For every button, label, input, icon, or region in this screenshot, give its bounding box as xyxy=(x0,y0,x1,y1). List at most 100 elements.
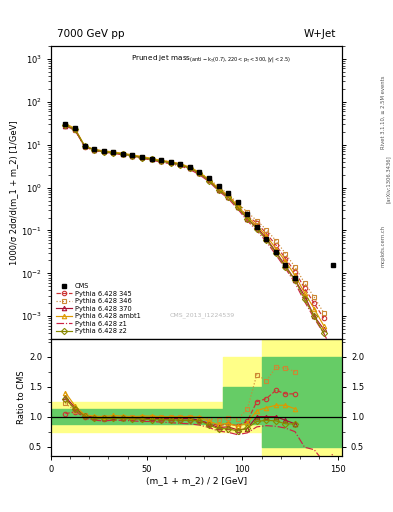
Pythia 6.428 370 xyxy=(82,143,87,150)
Pythia 6.428 z1 xyxy=(92,147,97,154)
Pythia 6.428 z2 xyxy=(302,296,307,302)
Pythia 6.428 ambt1 xyxy=(226,193,230,199)
Pythia 6.428 ambt1 xyxy=(274,245,278,251)
Pythia 6.428 z1 xyxy=(121,152,125,158)
Legend: CMS, Pythia 6.428 345, Pythia 6.428 346, Pythia 6.428 370, Pythia 6.428 ambt1, P: CMS, Pythia 6.428 345, Pythia 6.428 346,… xyxy=(54,282,142,335)
Pythia 6.428 345 xyxy=(283,255,288,262)
Pythia 6.428 345 xyxy=(293,268,298,274)
Pythia 6.428 z1 xyxy=(274,252,278,258)
Pythia 6.428 ambt1 xyxy=(168,159,173,165)
Pythia 6.428 346 xyxy=(245,209,250,215)
Pythia 6.428 370 xyxy=(254,224,259,230)
Pythia 6.428 z1 xyxy=(264,239,269,245)
Pythia 6.428 z2 xyxy=(159,158,163,164)
Pythia 6.428 346 xyxy=(293,264,298,270)
Pythia 6.428 ambt1 xyxy=(312,306,316,312)
Pythia 6.428 370 xyxy=(274,249,278,255)
Pythia 6.428 ambt1 xyxy=(254,223,259,229)
Pythia 6.428 345 xyxy=(235,203,240,209)
Pythia 6.428 z1 xyxy=(254,227,259,233)
Pythia 6.428 346 xyxy=(226,190,230,197)
Pythia 6.428 370 xyxy=(130,153,135,159)
Pythia 6.428 345 xyxy=(73,127,77,133)
Pythia 6.428 z1 xyxy=(168,161,173,167)
Line: Pythia 6.428 ambt1: Pythia 6.428 ambt1 xyxy=(63,121,326,328)
Pythia 6.428 345 xyxy=(245,212,250,219)
Pythia 6.428 370 xyxy=(312,313,316,319)
Pythia 6.428 ambt1 xyxy=(92,146,97,153)
Pythia 6.428 345 xyxy=(82,144,87,150)
Pythia 6.428 z1 xyxy=(130,154,135,160)
CMS xyxy=(178,161,183,167)
Pythia 6.428 ambt1 xyxy=(63,121,68,127)
Pythia 6.428 z1 xyxy=(82,144,87,150)
Pythia 6.428 370 xyxy=(168,159,173,165)
Pythia 6.428 345 xyxy=(63,123,68,130)
Pythia 6.428 z2 xyxy=(235,204,240,210)
Pythia 6.428 346 xyxy=(168,159,173,165)
Line: CMS: CMS xyxy=(63,122,336,280)
Pythia 6.428 z1 xyxy=(187,166,192,173)
Pythia 6.428 345 xyxy=(321,315,326,321)
Pythia 6.428 346 xyxy=(197,169,202,176)
CMS xyxy=(254,224,259,230)
Pythia 6.428 z2 xyxy=(130,153,135,159)
Pythia 6.428 370 xyxy=(63,122,68,129)
Text: [arXiv:1306.3436]: [arXiv:1306.3436] xyxy=(386,155,391,203)
Pythia 6.428 346 xyxy=(254,218,259,224)
Y-axis label: 1000/σ 2dσ/d(m_1 + m_2) [1/GeV]: 1000/σ 2dσ/d(m_1 + m_2) [1/GeV] xyxy=(9,120,18,265)
Pythia 6.428 345 xyxy=(312,300,316,306)
Pythia 6.428 ambt1 xyxy=(121,150,125,156)
CMS xyxy=(130,152,135,158)
Pythia 6.428 346 xyxy=(302,280,307,286)
Pythia 6.428 z2 xyxy=(216,187,221,193)
Pythia 6.428 346 xyxy=(178,161,183,167)
Text: mcplots.cern.ch: mcplots.cern.ch xyxy=(381,225,386,267)
Pythia 6.428 z2 xyxy=(168,160,173,166)
Pythia 6.428 z2 xyxy=(111,150,116,156)
Pythia 6.428 345 xyxy=(121,151,125,157)
Pythia 6.428 z1 xyxy=(197,172,202,178)
Pythia 6.428 z2 xyxy=(82,143,87,149)
Text: W+Jet: W+Jet xyxy=(304,29,336,39)
CMS xyxy=(121,151,125,157)
Pythia 6.428 ambt1 xyxy=(187,164,192,170)
CMS xyxy=(293,274,298,281)
Pythia 6.428 ambt1 xyxy=(293,272,298,279)
Pythia 6.428 ambt1 xyxy=(321,323,326,329)
Pythia 6.428 345 xyxy=(130,153,135,159)
Pythia 6.428 z2 xyxy=(63,122,68,129)
Pythia 6.428 345 xyxy=(302,285,307,291)
Pythia 6.428 ambt1 xyxy=(73,125,77,132)
Pythia 6.428 370 xyxy=(92,147,97,153)
Pythia 6.428 ambt1 xyxy=(283,259,288,265)
Pythia 6.428 ambt1 xyxy=(101,148,106,154)
Pythia 6.428 ambt1 xyxy=(197,169,202,175)
Pythia 6.428 346 xyxy=(121,151,125,157)
Pythia 6.428 z1 xyxy=(293,280,298,286)
Pythia 6.428 346 xyxy=(216,184,221,190)
Pythia 6.428 346 xyxy=(187,164,192,170)
Y-axis label: Ratio to CMS: Ratio to CMS xyxy=(17,370,26,424)
Pythia 6.428 z2 xyxy=(178,162,183,168)
Pythia 6.428 ambt1 xyxy=(235,203,240,209)
Pythia 6.428 ambt1 xyxy=(111,149,116,155)
Pythia 6.428 370 xyxy=(140,154,144,160)
Pythia 6.428 z1 xyxy=(140,155,144,161)
Pythia 6.428 z1 xyxy=(226,196,230,202)
CMS xyxy=(149,156,154,162)
CMS xyxy=(111,149,116,155)
Pythia 6.428 346 xyxy=(63,122,68,129)
CMS xyxy=(274,249,278,255)
Pythia 6.428 ambt1 xyxy=(159,157,163,163)
Pythia 6.428 z2 xyxy=(293,277,298,283)
CMS xyxy=(101,148,106,154)
Pythia 6.428 346 xyxy=(274,238,278,244)
Pythia 6.428 z2 xyxy=(140,155,144,161)
Pythia 6.428 z2 xyxy=(283,264,288,270)
Pythia 6.428 345 xyxy=(159,158,163,164)
Pythia 6.428 z1 xyxy=(245,218,250,224)
Pythia 6.428 z2 xyxy=(321,330,326,336)
Pythia 6.428 z2 xyxy=(245,216,250,222)
CMS xyxy=(226,190,230,196)
